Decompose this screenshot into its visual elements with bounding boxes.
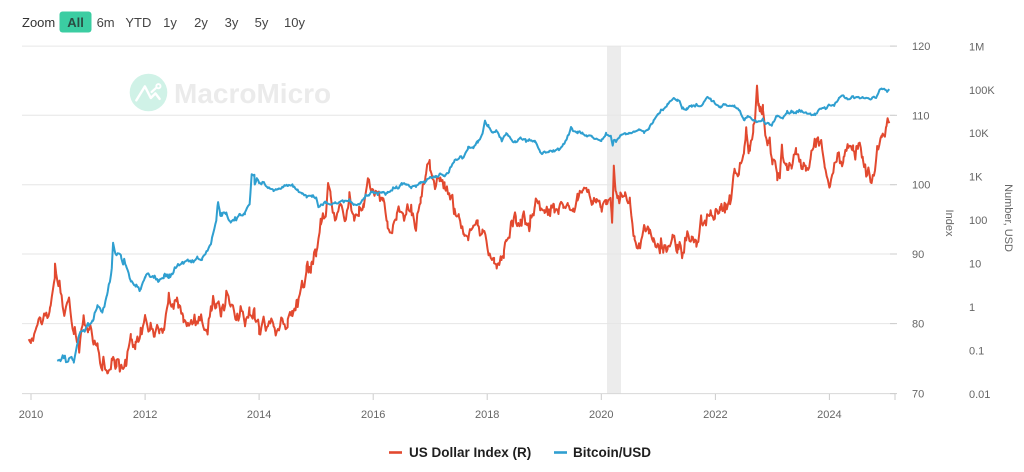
svg-text:3y: 3y (225, 15, 239, 30)
svg-text:1M: 1M (969, 41, 984, 53)
svg-text:6m: 6m (97, 15, 115, 30)
svg-text:MacroMicro: MacroMicro (174, 78, 331, 109)
svg-text:100: 100 (912, 180, 930, 192)
svg-text:1K: 1K (969, 172, 983, 184)
svg-text:80: 80 (912, 319, 924, 331)
svg-text:2y: 2y (194, 15, 208, 30)
svg-text:10y: 10y (284, 15, 305, 30)
svg-text:Zoom: Zoom (22, 15, 55, 30)
svg-text:US Dollar Index (R): US Dollar Index (R) (409, 445, 531, 460)
svg-text:Bitcoin/USD: Bitcoin/USD (573, 445, 651, 460)
svg-text:YTD: YTD (125, 15, 151, 30)
svg-text:120: 120 (912, 41, 930, 53)
svg-text:Number, USD: Number, USD (1002, 184, 1014, 252)
svg-text:2014: 2014 (247, 409, 271, 421)
svg-text:Index: Index (943, 210, 955, 237)
svg-text:100: 100 (969, 215, 987, 227)
svg-text:2022: 2022 (703, 409, 727, 421)
svg-text:2024: 2024 (817, 409, 841, 421)
svg-text:2020: 2020 (589, 409, 613, 421)
svg-text:2018: 2018 (475, 409, 499, 421)
svg-text:2012: 2012 (133, 409, 157, 421)
svg-text:1y: 1y (163, 15, 177, 30)
svg-text:100K: 100K (969, 85, 995, 97)
svg-text:2010: 2010 (19, 409, 43, 421)
svg-text:110: 110 (912, 110, 930, 122)
svg-text:All: All (67, 15, 84, 30)
svg-text:10: 10 (969, 259, 981, 271)
svg-text:70: 70 (912, 389, 924, 401)
svg-text:0.01: 0.01 (969, 389, 990, 401)
svg-text:10K: 10K (969, 128, 989, 140)
svg-text:2016: 2016 (361, 409, 385, 421)
svg-text:5y: 5y (255, 15, 269, 30)
svg-text:0.1: 0.1 (969, 346, 984, 358)
svg-text:1: 1 (969, 302, 975, 314)
svg-text:90: 90 (912, 249, 924, 261)
